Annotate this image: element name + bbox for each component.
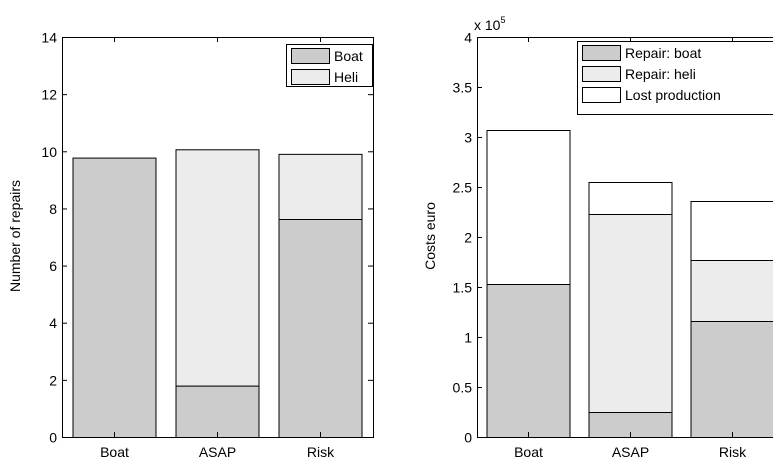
bar-repair-boat-risk xyxy=(690,321,773,438)
bar-repair-boat-boat xyxy=(486,284,571,438)
y-tick-label: 3 xyxy=(464,130,472,146)
costs-y-axis-label: Costs euro xyxy=(422,202,438,270)
y-tick-label: 10 xyxy=(41,144,57,160)
repairs-chart: 0 2 4 6 8 10 12 14 Boat ASAP Risk Number of repair… xyxy=(7,30,374,460)
y-tick-label: 0 xyxy=(49,430,57,446)
bar-boat-boat xyxy=(72,157,157,438)
x-tick-label-asap: ASAP xyxy=(612,444,649,460)
bar-boat-asap xyxy=(175,385,260,439)
costs-axis-multiplier: x 105 xyxy=(474,15,505,33)
multiplier-base: x 10 xyxy=(474,17,501,33)
bar-boat-risk xyxy=(278,219,363,438)
repairs-legend: Boat Heli xyxy=(286,44,373,87)
costs-bars xyxy=(486,130,773,438)
y-tick-label: 3.5 xyxy=(453,80,473,96)
costs-chart: 0 0.5 1 1.5 2 2.5 3 3.5 4 Boat ASAP Risk Costs euro… xyxy=(422,15,773,460)
x-tick-label-risk: Risk xyxy=(307,444,335,460)
y-tick-label: 14 xyxy=(41,30,57,46)
costs-axis-ticks: 0 0.5 1 1.5 2 2.5 3 3.5 4 Boat ASAP Risk xyxy=(453,30,748,461)
y-tick-label: 0.5 xyxy=(453,380,473,396)
legend-swatch xyxy=(582,45,621,61)
y-tick-label: 8 xyxy=(49,201,57,217)
bar-lost-production-boat xyxy=(486,130,571,285)
legend-swatch xyxy=(291,48,330,64)
legend-label: Lost production xyxy=(625,87,721,103)
legend-swatch xyxy=(582,66,621,82)
costs-legend: Repair: boat Repair: heli Lost production xyxy=(577,41,773,115)
repairs-y-axis-label: Number of repairs xyxy=(7,180,23,292)
legend-swatch xyxy=(582,87,621,103)
bar-heli-asap xyxy=(175,149,260,387)
bar-heli-risk xyxy=(278,153,363,221)
multiplier-exponent: 5 xyxy=(500,15,505,25)
legend-swatch xyxy=(291,69,330,85)
bar-lost-production-asap xyxy=(588,182,673,215)
y-tick-label: 4 xyxy=(464,30,472,46)
y-tick-label: 2.5 xyxy=(453,180,473,196)
y-tick-label: 4 xyxy=(49,315,57,331)
repairs-axis-ticks: 0 2 4 6 8 10 12 14 Boat ASAP Risk xyxy=(41,30,373,460)
x-tick-label-boat: Boat xyxy=(100,444,129,460)
y-tick-label: 2 xyxy=(49,372,57,388)
bar-repair-heli-asap xyxy=(588,214,673,413)
legend-label: Heli xyxy=(334,69,358,85)
repairs-bars xyxy=(72,149,363,439)
legend-label: Repair: boat xyxy=(625,45,701,61)
bar-lost-production-risk xyxy=(690,201,773,261)
bar-repair-heli-risk xyxy=(690,260,773,322)
y-tick-label: 6 xyxy=(49,258,57,274)
y-tick-label: 2 xyxy=(464,230,472,246)
x-tick-label-asap: ASAP xyxy=(199,444,236,460)
y-tick-label: 0 xyxy=(464,430,472,446)
y-tick-label: 12 xyxy=(41,87,57,103)
y-tick-label: 1 xyxy=(464,330,472,346)
x-tick-label-risk: Risk xyxy=(719,444,747,460)
legend-label: Boat xyxy=(334,48,363,64)
y-tick-label: 1.5 xyxy=(453,280,473,296)
x-tick-label-boat: Boat xyxy=(514,444,543,460)
legend-label: Repair: heli xyxy=(625,66,696,82)
